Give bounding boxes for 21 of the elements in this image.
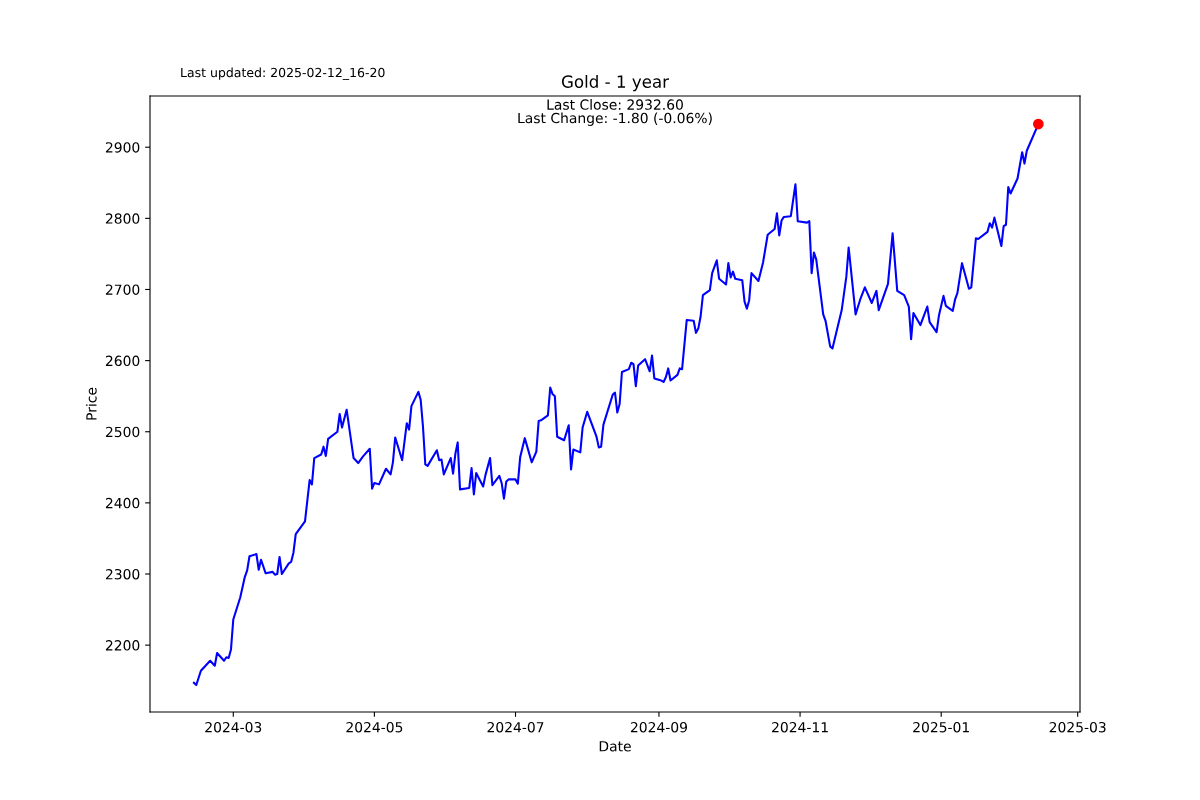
y-tick-label: 2700	[105, 284, 140, 295]
y-tick-label: 2800	[105, 213, 140, 224]
y-tick-label: 2500	[105, 426, 140, 438]
annotation: Last Close: 2932.60	[547, 99, 683, 110]
annotation: Last Change: -1.80 (-0.06%)	[518, 112, 712, 126]
y-axis-title: Price	[85, 387, 97, 420]
x-tick-label: 2025-01	[913, 721, 969, 733]
x-axis-title: Date	[599, 741, 631, 752]
x-tick-label: 2024-11	[772, 721, 828, 733]
y-tick-label: 2200	[105, 640, 140, 651]
x-tick-label: 2024-09	[630, 721, 687, 733]
x-tick-label: 2024-07	[487, 721, 544, 733]
y-tick-label: 2600	[105, 355, 140, 367]
y-tick-label: 2300	[105, 568, 140, 580]
text: Last updated: 2025-02-12_16-20	[181, 67, 385, 80]
x-tick-label: 2024-05	[346, 721, 403, 733]
y-tick-label: 2400	[105, 497, 140, 509]
x-tick-label: 2025-03	[1049, 721, 1106, 733]
x-tick-label: 2024-03	[205, 721, 262, 733]
chart-title: Gold - 1 year	[561, 75, 670, 92]
y-tick-label: 2900	[105, 142, 140, 153]
